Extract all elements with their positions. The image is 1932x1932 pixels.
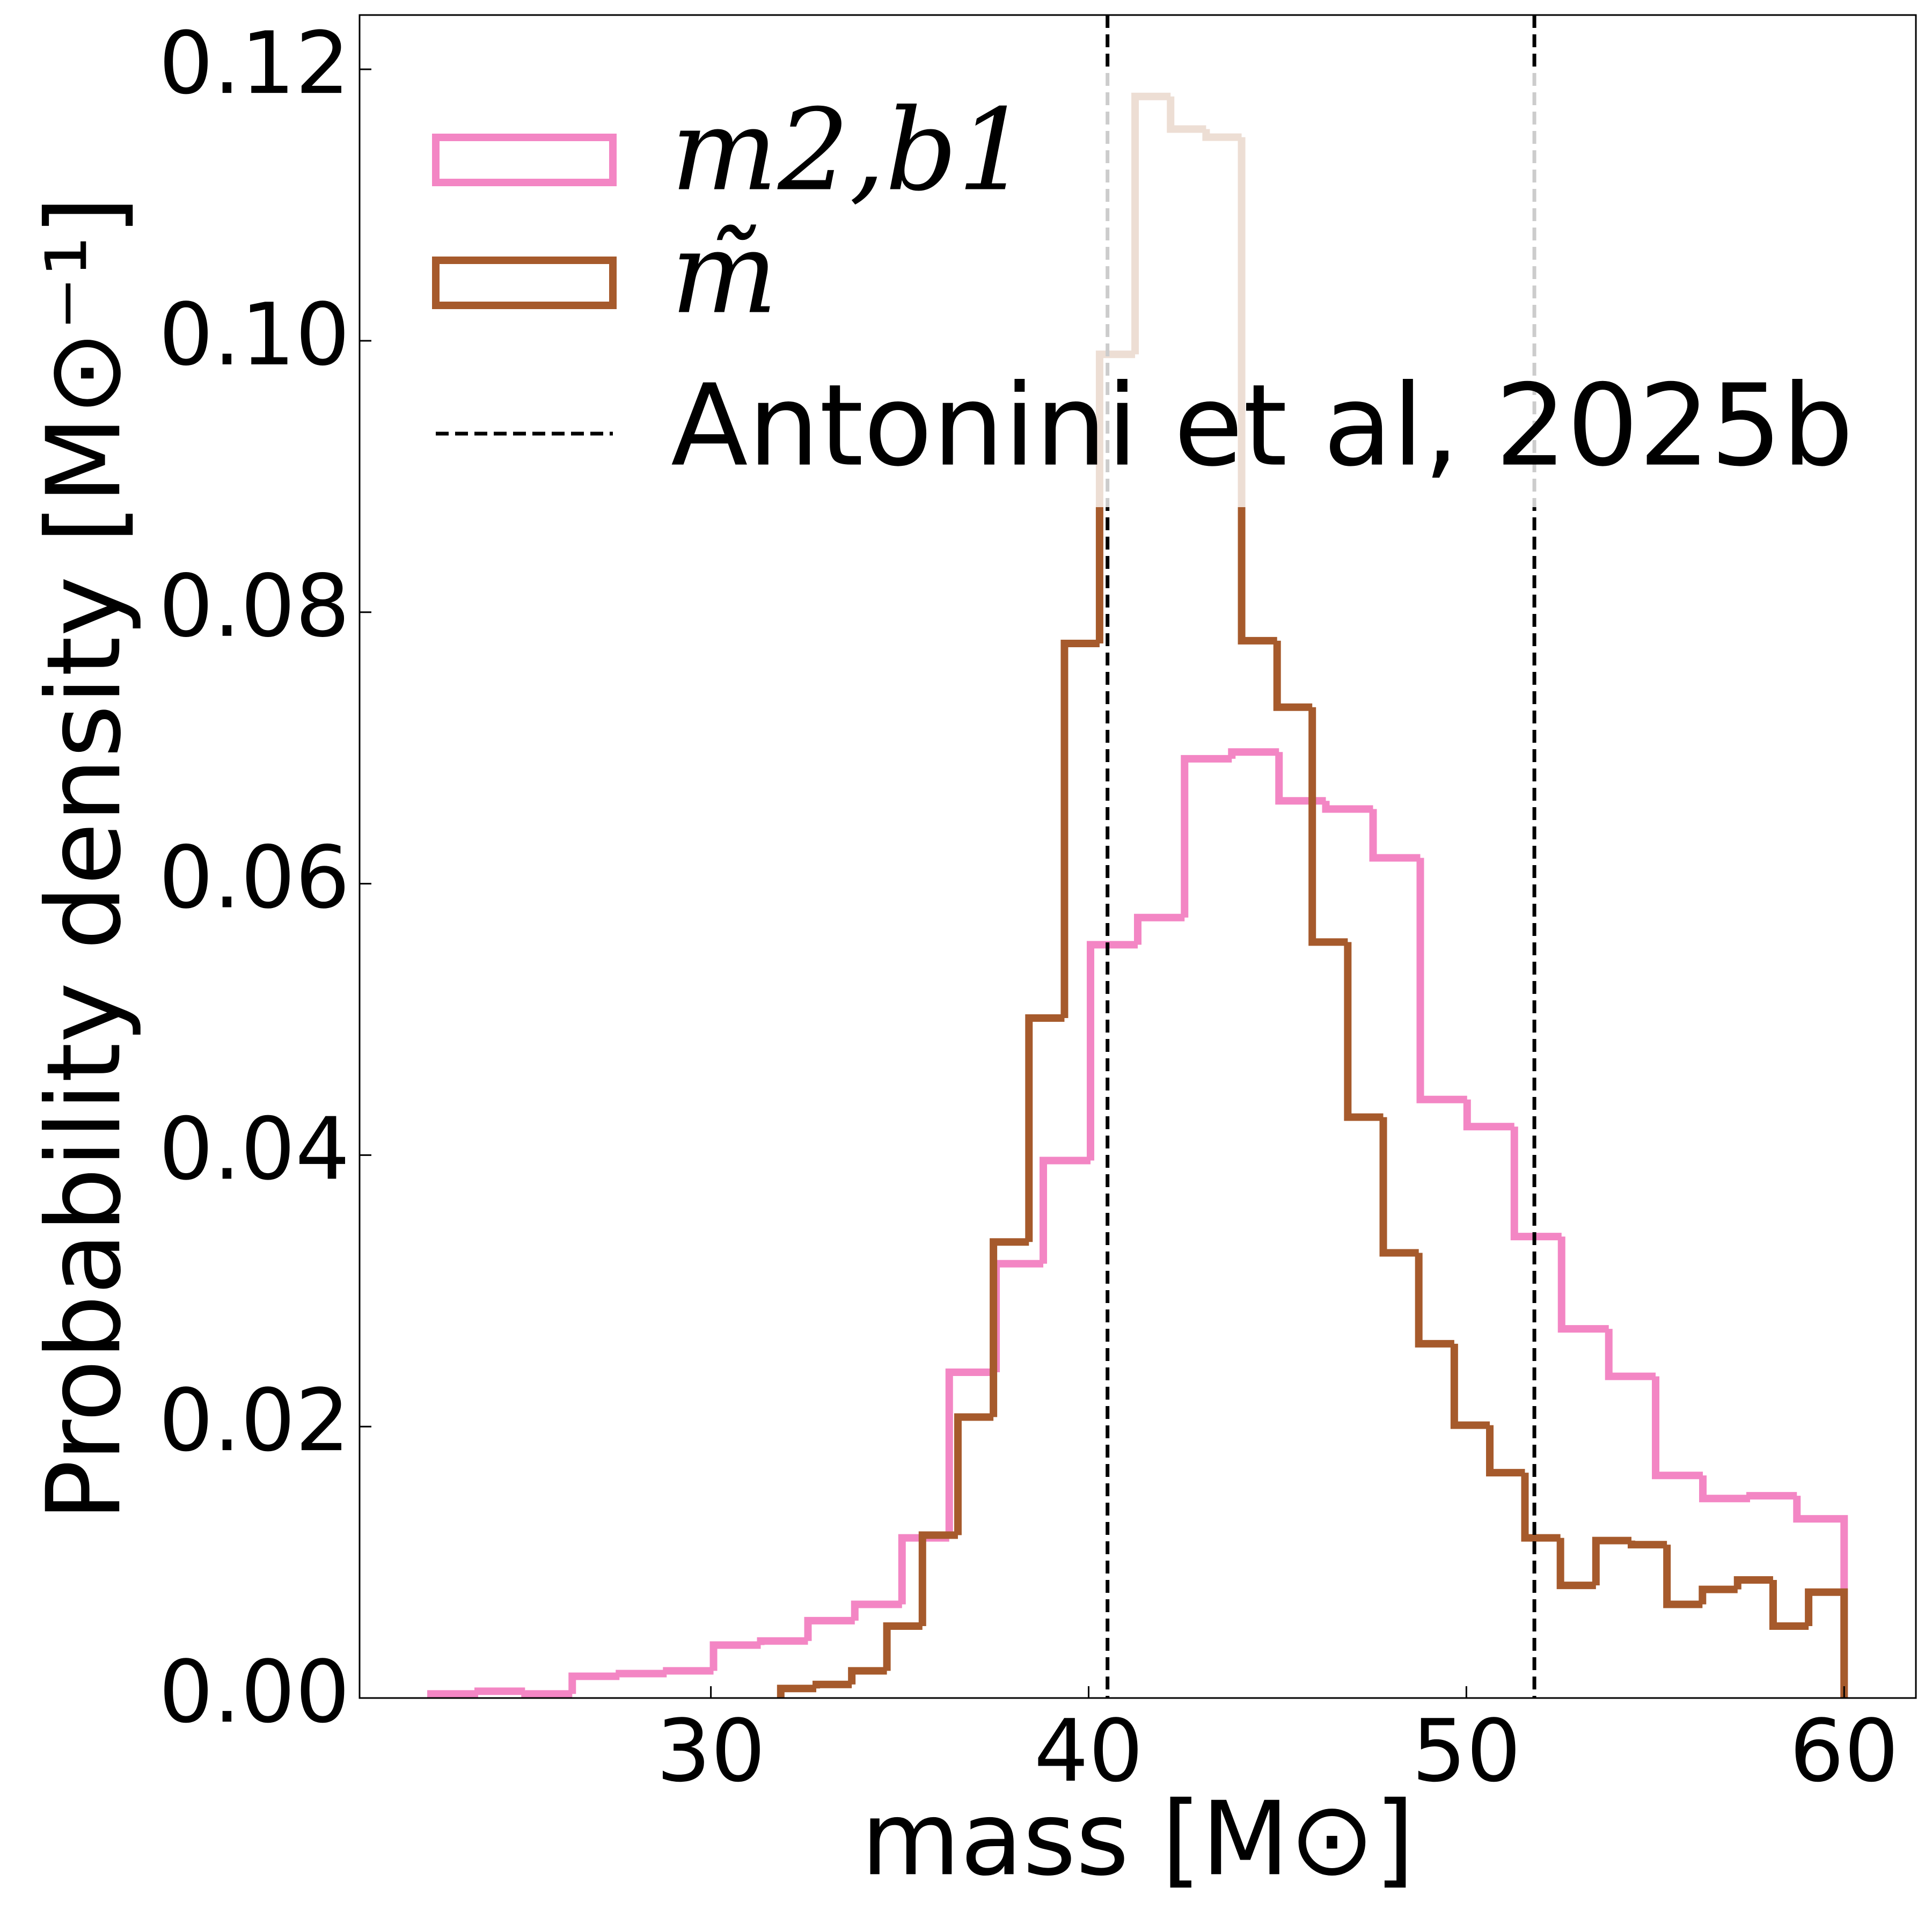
histogram-bin xyxy=(663,1667,714,1675)
histogram-bin xyxy=(1463,1099,1514,1131)
y-tick-label: 0.12 xyxy=(159,13,350,113)
histogram-bin xyxy=(1344,942,1384,1121)
histogram-bin xyxy=(1699,1475,1750,1503)
legend-background xyxy=(408,70,1857,507)
histogram-bin xyxy=(1275,752,1326,805)
histogram-bin xyxy=(521,1690,573,1698)
y-tick-label: 0.08 xyxy=(159,556,350,656)
histogram-bin xyxy=(1521,1473,1561,1542)
histogram-bin xyxy=(1510,1126,1562,1241)
histogram-bin xyxy=(1060,639,1100,1018)
histogram-bin xyxy=(1228,748,1279,759)
histogram-bin xyxy=(883,1622,923,1671)
histogram-bin xyxy=(1322,801,1373,813)
histogram-bin xyxy=(1134,913,1185,945)
histogram-bin xyxy=(990,1238,1029,1417)
histogram-bin xyxy=(1805,1588,1848,1698)
legend: m2,b1m̃ Antonini et al, 2025b xyxy=(408,70,1857,507)
histogram-bin xyxy=(1308,707,1348,946)
histogram-bin xyxy=(1556,1538,1596,1590)
histogram-bin xyxy=(1699,1585,1738,1605)
histogram-bin xyxy=(474,1687,525,1695)
histogram-bin xyxy=(1663,1545,1703,1608)
histogram-bin xyxy=(1733,1576,1773,1590)
x-tick-label: 50 xyxy=(1412,1701,1521,1801)
histogram-bin xyxy=(1181,755,1232,918)
histogram-bin xyxy=(1450,1343,1490,1429)
histogram-bin xyxy=(1627,1540,1667,1549)
histogram-bin xyxy=(777,1685,816,1698)
legend-swatch xyxy=(432,134,617,186)
histogram-bin xyxy=(1025,1014,1065,1242)
histogram-bin xyxy=(1746,1492,1797,1500)
histogram-bin xyxy=(851,1600,902,1621)
axes-frame xyxy=(358,14,1917,1699)
y-tick-label: 0.02 xyxy=(159,1370,350,1470)
y-tick-label: 0.00 xyxy=(159,1642,350,1742)
histogram-bin xyxy=(709,1641,761,1671)
histogram-bin xyxy=(1592,1536,1631,1586)
x-tick-label: 30 xyxy=(656,1701,766,1801)
y-tick-label: 0.04 xyxy=(159,1099,350,1199)
y-tick-label: 0.10 xyxy=(159,284,350,385)
histogram-bin xyxy=(918,1531,958,1626)
histogram-bin xyxy=(1040,1157,1091,1264)
histogram-bin xyxy=(1769,1579,1809,1630)
legend-label: m2,b1 xyxy=(671,85,1029,216)
y-tick-label: 0.06 xyxy=(159,828,350,928)
histogram-bin xyxy=(1416,858,1467,1103)
histogram-bin xyxy=(1486,1425,1525,1477)
x-tick-label: 60 xyxy=(1789,1701,1899,1801)
histogram-bin xyxy=(804,1616,855,1641)
histogram-bin xyxy=(1087,941,1138,1161)
histogram-bin xyxy=(1379,1117,1419,1257)
histogram-bin xyxy=(1273,640,1313,711)
legend-label: m̃ xyxy=(671,208,778,339)
histogram-bin xyxy=(757,1637,808,1645)
legend-swatch xyxy=(432,257,617,309)
histogram-bin xyxy=(813,1680,852,1689)
y-axis-label: Probability density [M⊙⁻¹] xyxy=(25,196,143,1521)
histogram-bin xyxy=(1369,809,1421,862)
histogram-bin xyxy=(945,1368,997,1538)
x-axis-label: mass [M⊙] xyxy=(861,1780,1414,1898)
histogram-bin xyxy=(1652,1376,1703,1480)
x-tick-label: 40 xyxy=(1034,1701,1144,1801)
histogram-bin xyxy=(1793,1496,1848,1698)
histogram-bin xyxy=(1605,1329,1656,1380)
histogram-bin xyxy=(954,1413,994,1535)
histogram-bin xyxy=(1415,1253,1454,1348)
histogram-bin xyxy=(427,1690,479,1698)
histogram-bin xyxy=(848,1667,887,1685)
legend-label: Antonini et al, 2025b xyxy=(671,360,1854,492)
histogram-bin xyxy=(568,1672,620,1694)
histogram-bin xyxy=(992,1260,1044,1373)
histogram-bin xyxy=(616,1670,667,1678)
histogram-bin xyxy=(1557,1236,1609,1333)
